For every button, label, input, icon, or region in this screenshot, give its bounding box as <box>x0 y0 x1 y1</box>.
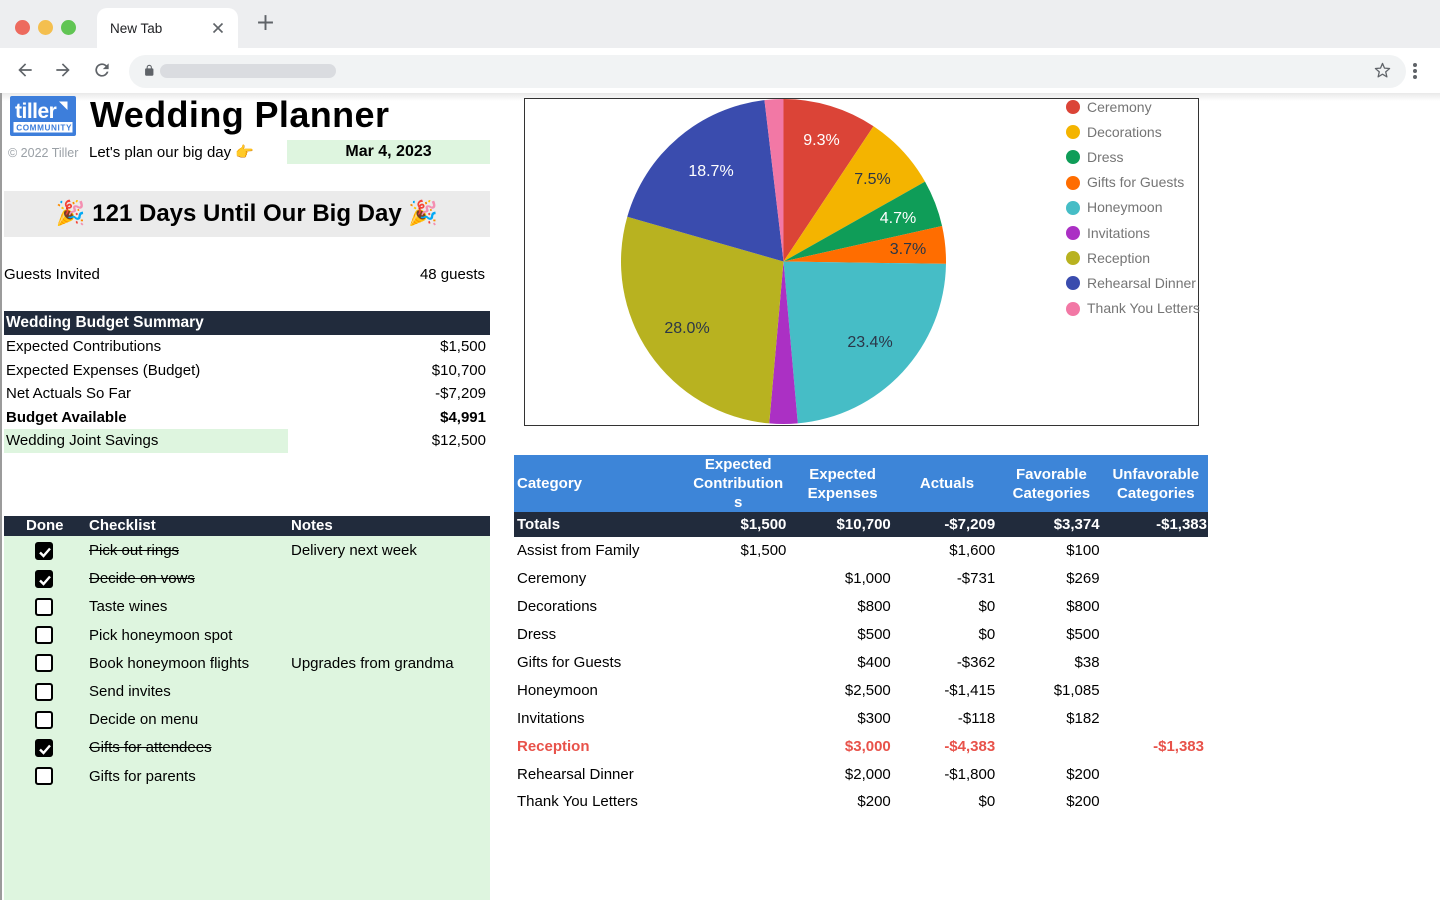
svg-text:tiller: tiller <box>15 100 57 123</box>
svg-text:COMMUNITY: COMMUNITY <box>16 124 72 133</box>
